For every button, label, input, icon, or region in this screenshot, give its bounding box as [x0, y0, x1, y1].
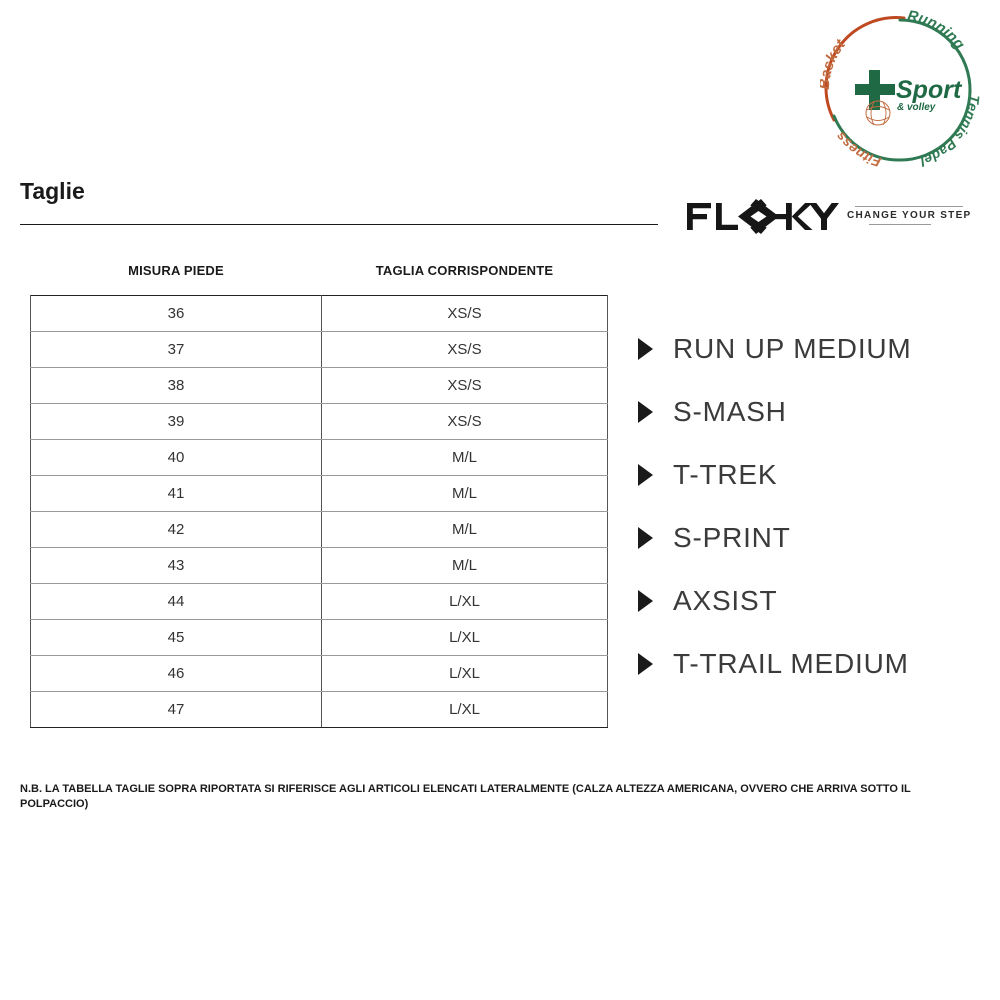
svg-text:Basket: Basket [820, 36, 849, 91]
svg-text:Sport: Sport [896, 76, 963, 104]
svg-text:Padel: Padel [917, 136, 960, 170]
svg-text:Running: Running [906, 10, 968, 53]
svg-text:Fitness: Fitness [832, 129, 883, 170]
svg-text:& volley: & volley [897, 102, 936, 113]
